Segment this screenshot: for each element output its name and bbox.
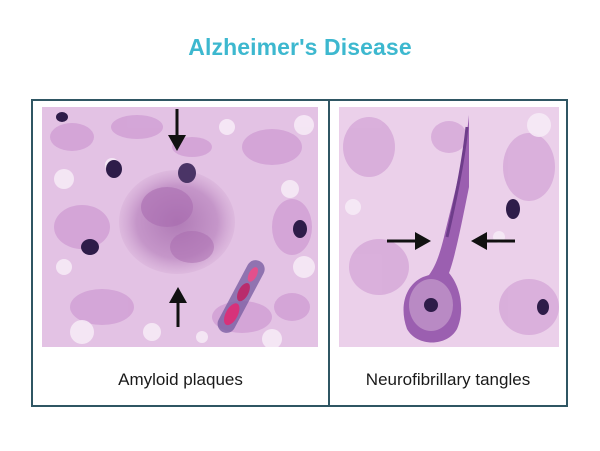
- tangle-arrow-left: [387, 232, 431, 250]
- neurofibrillary-tangle-micrograph: [339, 107, 559, 347]
- tangle-arrow-right: [471, 232, 515, 250]
- neurofibrillary-tangles-caption: Neurofibrillary tangles: [365, 370, 531, 389]
- panel-divider: [328, 99, 330, 407]
- figure-frame: [31, 99, 568, 407]
- amyloid-plaques-caption: Amyloid plaques: [118, 370, 243, 389]
- plaque-arrow-top: [168, 109, 186, 151]
- amyloid-plaque-micrograph: [42, 107, 318, 347]
- plaque-arrow-bottom: [169, 287, 187, 327]
- figure-title: Alzheimer's Disease: [188, 34, 412, 60]
